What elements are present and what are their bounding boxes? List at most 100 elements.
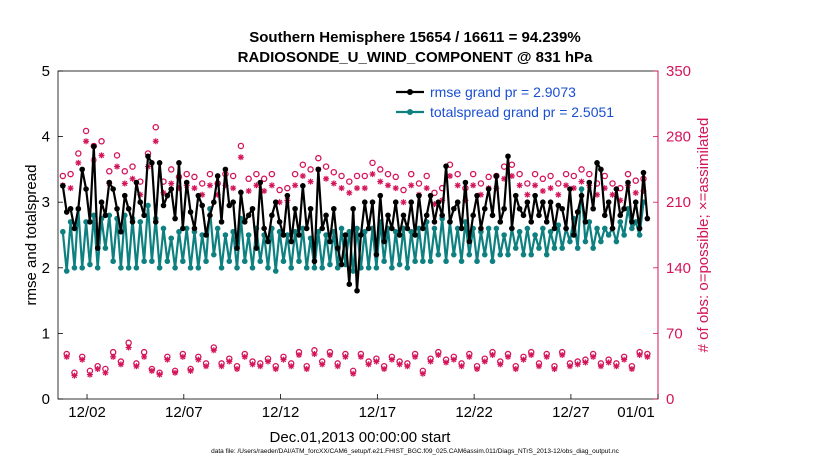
series-spread-point [632,219,639,225]
obs-possible-point [307,166,314,173]
series-rmse-point [191,225,198,232]
obs-assimilated-point [218,363,225,370]
series-spread-point [83,219,89,225]
series-spread-point [613,238,620,245]
series-rmse-point [412,232,418,238]
series-rmse-point [404,225,411,232]
series-rmse-point [75,205,82,212]
obs-assimilated-point [148,367,155,374]
chart-title-line2: RADIOSONDE_U_WIND_COMPONENT @ 831 hPa [238,49,593,66]
obs-assimilated-point [551,366,558,373]
obs-assimilated-point [520,356,527,363]
series-rmse-point [609,225,616,232]
obs-assimilated-point [295,351,302,358]
obs-assimilated-point [83,138,90,145]
series-rmse-point [547,199,554,205]
obs-possible-point [524,180,531,187]
obs-assimilated-point [489,351,496,358]
series-spread-point [102,245,109,251]
series-spread-point [71,265,78,271]
obs-assimilated-point [354,185,361,192]
axes: 0 1 2 3 4 5 0 70 140 210 280 350 12/02 12/07 12/12 12/1… [42,63,691,421]
obs-possible-point [183,170,190,178]
series-rmse-point [137,199,144,205]
series-spread-point [211,251,217,258]
series-rmse-point [195,192,202,199]
obs-possible-point [82,127,90,135]
series-rmse-point [621,205,627,212]
obs-assimilated-point [292,182,299,189]
obs-assimilated-point [234,366,241,373]
obs-assimilated-point [396,361,403,368]
obs-assimilated-point [330,180,337,187]
obs-assimilated-point [454,182,461,189]
obs-assimilated-point [323,175,330,182]
series-rmse-point [272,199,279,205]
series-rmse-point [408,199,415,205]
obs-assimilated-point [67,185,74,192]
series-rmse-point [567,186,573,192]
series-rmse-point [423,212,430,219]
y-tick-label-left: 4 [42,129,50,146]
series-rmse-point [241,219,248,225]
series-rmse-point [183,179,190,186]
series-rmse-point [249,205,256,212]
obs-assimilated-point [423,185,430,192]
y-tick-label-left: 0 [42,391,50,408]
data-file-footnote: data file: /Users/raeder/DAI/ATM_forcXX/… [211,448,619,455]
series-rmse-point [489,212,496,219]
obs-possible-point [400,186,407,194]
series-spread-point [141,258,147,265]
obs-assimilated-point [203,363,210,370]
series-rmse-point [79,166,85,173]
series-spread-point [501,232,507,238]
obs-possible-point [624,170,632,178]
series-spread-point [481,251,488,258]
series-rmse-point [520,212,527,219]
series-spread-point [222,232,229,238]
series-spread-point [590,245,596,251]
series-spread-point [319,265,325,271]
series-rmse-point [110,186,116,192]
series-rmse-point [245,212,252,219]
series-rmse-point [493,173,500,179]
series-rmse-point [571,232,577,238]
obs-possible-point [500,163,508,170]
obs-possible-point [601,172,609,180]
obs-assimilated-point [474,366,481,373]
series-spread-point [505,251,511,258]
obs-assimilated-point [230,185,237,192]
obs-possible-point [539,175,547,183]
series-rmse-point [497,219,504,225]
series-spread-point [392,228,399,235]
series-rmse-point [102,212,109,219]
series-spread-point [396,261,403,268]
obs-assimilated-point [481,358,488,365]
y-tick-label-right: 350 [666,63,691,80]
obs-possible-point [206,170,214,178]
series-rmse-point [118,228,124,235]
series-rmse-point [230,199,236,205]
series-rmse-point [516,205,523,212]
obs-possible-point [454,170,461,178]
obs-possible-point [415,180,423,187]
series-rmse-point [373,251,380,258]
series-spread-point [408,228,415,235]
y-tick-label-right: 0 [666,391,674,408]
series-rmse-point [141,212,147,219]
obs-assimilated-point [110,353,117,360]
obs-assimilated-point [427,358,434,365]
obs-assimilated-point [632,189,639,196]
series-spread-point [598,238,604,245]
series-spread-point [512,245,519,251]
series-rmse-point [392,199,399,205]
x-tick-label: 12/27 [552,404,590,421]
series-rmse-point [319,225,325,232]
series-rmse-point [501,205,507,212]
series-spread-point [567,238,573,245]
series-rmse-point [439,212,445,219]
y-tick-label-left: 3 [42,194,50,211]
plot-area [59,123,651,379]
series-rmse-point [145,153,151,160]
